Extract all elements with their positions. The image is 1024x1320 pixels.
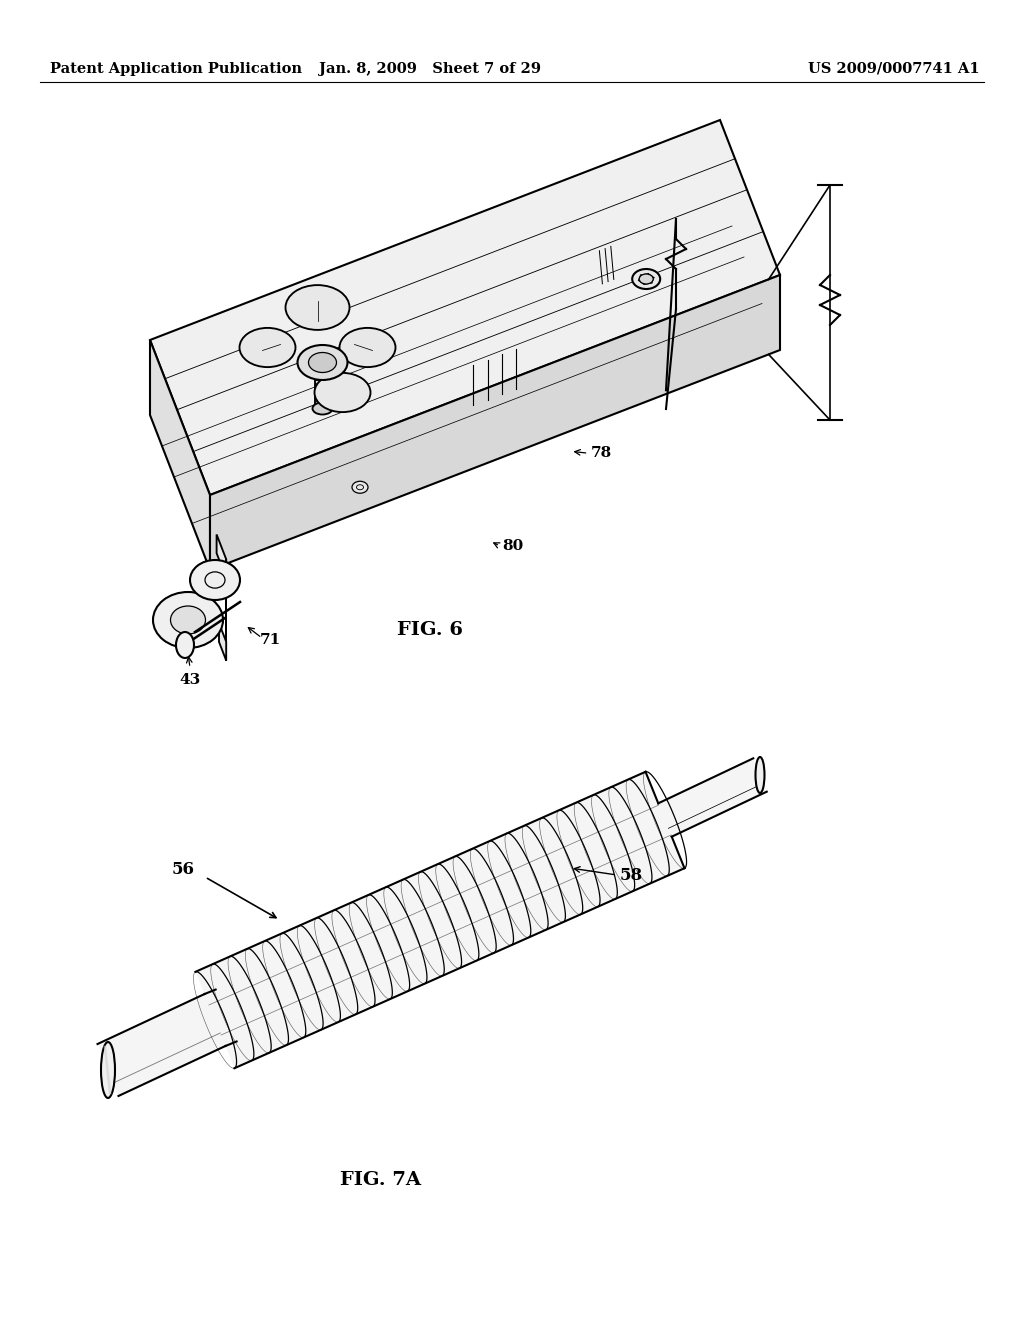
Ellipse shape <box>639 275 653 284</box>
Ellipse shape <box>153 591 223 648</box>
Polygon shape <box>658 758 767 837</box>
Polygon shape <box>196 772 684 1068</box>
Ellipse shape <box>190 560 240 601</box>
Text: Patent Application Publication: Patent Application Publication <box>50 62 302 77</box>
Ellipse shape <box>312 403 333 414</box>
Text: 71: 71 <box>259 634 281 647</box>
Ellipse shape <box>101 1041 115 1098</box>
Text: US 2009/0007741 A1: US 2009/0007741 A1 <box>808 62 980 77</box>
Ellipse shape <box>340 327 395 367</box>
Ellipse shape <box>756 756 765 793</box>
Text: 58: 58 <box>620 866 643 883</box>
Text: 56: 56 <box>172 862 195 879</box>
Ellipse shape <box>352 482 368 494</box>
Polygon shape <box>217 535 226 578</box>
Text: 80: 80 <box>502 539 523 553</box>
Polygon shape <box>210 275 780 570</box>
Text: Jan. 8, 2009   Sheet 7 of 29: Jan. 8, 2009 Sheet 7 of 29 <box>319 62 541 77</box>
Polygon shape <box>97 994 225 1096</box>
Text: 43: 43 <box>179 673 201 686</box>
Polygon shape <box>219 623 226 660</box>
Ellipse shape <box>298 345 347 380</box>
Polygon shape <box>150 341 210 570</box>
Text: FIG. 7A: FIG. 7A <box>340 1171 421 1189</box>
Polygon shape <box>150 120 780 495</box>
Ellipse shape <box>176 632 194 657</box>
Text: FIG. 6: FIG. 6 <box>397 620 463 639</box>
Ellipse shape <box>308 352 337 372</box>
Ellipse shape <box>632 269 660 289</box>
Ellipse shape <box>171 606 206 634</box>
Text: 78: 78 <box>591 446 611 461</box>
Ellipse shape <box>286 285 349 330</box>
Ellipse shape <box>240 327 296 367</box>
Ellipse shape <box>314 372 371 412</box>
Polygon shape <box>314 380 331 408</box>
